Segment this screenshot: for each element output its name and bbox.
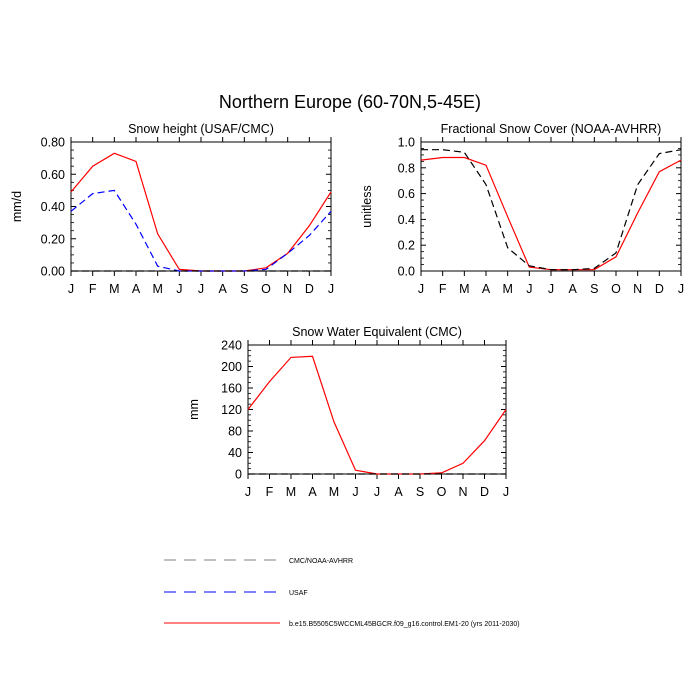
x-tick-label: D	[480, 485, 489, 499]
y-axis-label: mm	[187, 399, 201, 420]
x-tick-label: O	[437, 485, 447, 499]
x-tick-label: O	[261, 282, 271, 296]
x-tick-label: M	[152, 282, 162, 296]
series-line-model	[420, 156, 682, 271]
legend-label-usaf: USAF	[289, 590, 308, 597]
y-axis-label: mm/d	[10, 191, 24, 222]
x-tick-label: M	[459, 282, 469, 296]
plot-frame	[420, 141, 682, 272]
x-tick-label: J	[245, 485, 251, 499]
figure-title: Northern Europe (60-70N,5-45E)	[219, 92, 481, 112]
chart-title: Snow height (USAF/CMC)	[128, 122, 274, 136]
x-tick-label: J	[374, 485, 380, 499]
x-tick-label: J	[548, 282, 554, 296]
x-tick-label: S	[590, 282, 598, 296]
x-tick-label: A	[218, 282, 227, 296]
y-tick-label: 40	[228, 446, 242, 460]
y-tick-label: 200	[221, 360, 242, 374]
x-tick-label: A	[482, 282, 491, 296]
y-tick-label: 0.20	[41, 232, 65, 246]
x-tick-label: M	[286, 485, 296, 499]
x-tick-label: F	[266, 485, 274, 499]
x-tick-label: M	[329, 485, 339, 499]
y-tick-label: 1.0	[398, 136, 415, 150]
y-tick-label: 0.60	[41, 168, 65, 182]
chart-snow-height: Snow height (USAF/CMC) mm/d 0.00 0.20 0.40 0.…	[10, 122, 334, 296]
x-tick-label: S	[240, 282, 248, 296]
x-tick-label: S	[416, 485, 424, 499]
x-tick-label: F	[439, 282, 447, 296]
x-tick-label: J	[526, 282, 532, 296]
x-tick-label: J	[68, 282, 74, 296]
x-tick-label: M	[109, 282, 119, 296]
x-tick-label: J	[198, 282, 204, 296]
legend: CMC/NOAA-AVHRR USAF b.e15.B5505C5WCCML45…	[164, 558, 520, 628]
x-tick-label: J	[176, 282, 182, 296]
y-tick-label: 0.4	[398, 213, 415, 227]
series-line-model	[70, 152, 332, 272]
x-tick-label: N	[283, 282, 292, 296]
chart-fractional-snow-cover: Fractional Snow Cover (NOAA-AVHRR) unitle…	[360, 122, 684, 296]
y-tick-label: 0	[235, 468, 242, 482]
y-tick-label: 80	[228, 425, 242, 439]
chart-snow-water-equivalent: Snow Water Equivalent (CMC) mm 0 40 80 120 160…	[187, 325, 509, 499]
y-tick-label: 0.40	[41, 200, 65, 214]
x-tick-label: F	[89, 282, 97, 296]
series-line-model	[247, 355, 507, 475]
series-line-usaf	[70, 189, 332, 272]
x-tick-label: O	[611, 282, 621, 296]
y-tick-label: 160	[221, 382, 242, 396]
x-tick-label: A	[568, 282, 577, 296]
x-tick-label: A	[132, 282, 141, 296]
x-tick-label: J	[418, 282, 424, 296]
x-tick-label: D	[305, 282, 314, 296]
y-tick-label: 240	[221, 339, 242, 353]
y-tick-label: 0.8	[398, 161, 415, 175]
x-tick-label: J	[328, 282, 334, 296]
chart-title: Fractional Snow Cover (NOAA-AVHRR)	[441, 122, 662, 136]
x-tick-label: D	[655, 282, 664, 296]
plot-frame	[70, 141, 332, 272]
x-tick-label: J	[678, 282, 684, 296]
y-tick-label: 0.00	[41, 265, 65, 279]
y-tick-label: 0.2	[398, 239, 415, 253]
y-tick-label: 0.0	[398, 265, 415, 279]
y-axis-label: unitless	[360, 185, 374, 227]
x-tick-label: N	[458, 485, 467, 499]
y-tick-label: 0.6	[398, 187, 415, 201]
x-tick-label: A	[394, 485, 403, 499]
chart-title: Snow Water Equivalent (CMC)	[292, 325, 462, 339]
plot-frame	[247, 344, 507, 475]
x-tick-label: A	[308, 485, 317, 499]
x-tick-label: M	[502, 282, 512, 296]
series-line-noaa-avhrr	[421, 149, 682, 271]
x-tick-label: N	[633, 282, 642, 296]
legend-label-model: b.e15.B5505C5WCCML45BGCR.f09_g16.control…	[289, 621, 520, 628]
x-tick-label: J	[503, 485, 509, 499]
legend-label-cmc-noaa: CMC/NOAA-AVHRR	[289, 558, 353, 565]
x-tick-label: J	[352, 485, 358, 499]
y-tick-label: 120	[221, 403, 242, 417]
y-tick-label: 0.80	[41, 136, 65, 150]
